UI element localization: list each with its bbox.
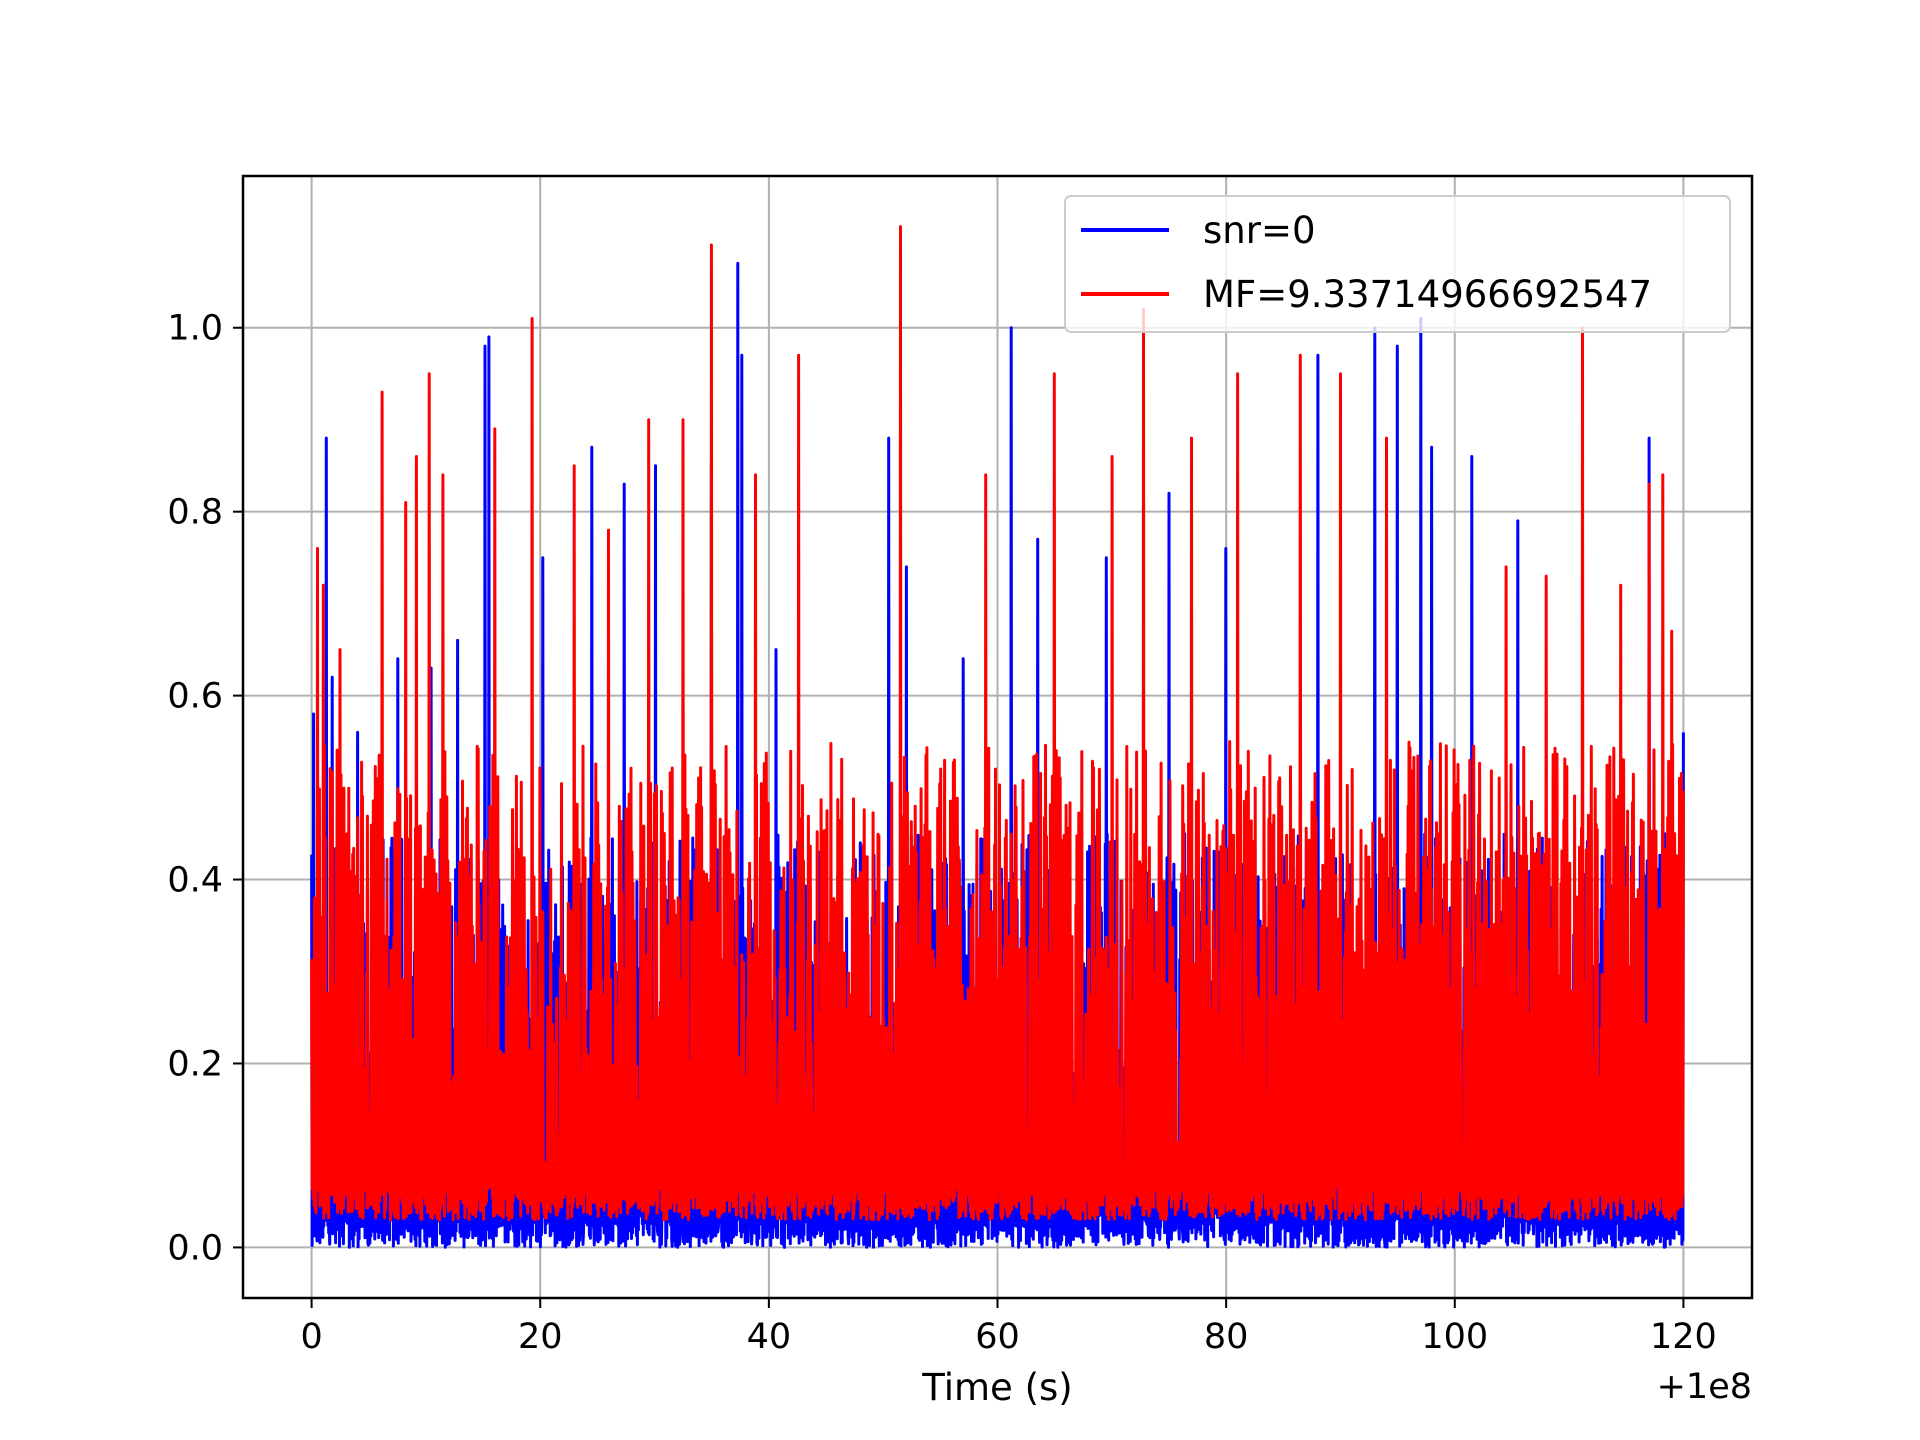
x-tick-label-1: 20 — [518, 1317, 563, 1357]
x-tick-label-5: 100 — [1421, 1317, 1488, 1357]
x-tick-label-6: 120 — [1650, 1317, 1717, 1357]
series-layer — [310, 225, 1685, 1249]
x-tick-label-0: 0 — [300, 1317, 322, 1357]
x-offset-label: +1e8 — [1657, 1367, 1752, 1407]
y-tick-label-4: 0.8 — [167, 493, 223, 533]
legend-label-mf: MF=9.33714966692547 — [1203, 273, 1652, 316]
legend: snr=0 MF=9.33714966692547 — [1064, 195, 1731, 333]
y-tick-label-1: 0.2 — [167, 1044, 223, 1084]
x-axis-label: Time (s) — [921, 1366, 1072, 1409]
series-line-1 — [310, 225, 1685, 1222]
x-tick-label-4: 80 — [1204, 1317, 1249, 1357]
legend-box — [1064, 195, 1731, 333]
y-tick-label-0: 0.0 — [167, 1228, 223, 1268]
x-tick-label-2: 40 — [747, 1317, 792, 1357]
x-axis: 0 20 40 60 80 100 120 — [300, 1298, 1717, 1357]
legend-label-snr: snr=0 — [1203, 209, 1315, 252]
y-tick-label-5: 1.0 — [167, 309, 223, 349]
x-tick-label-3: 60 — [975, 1317, 1020, 1357]
y-tick-label-2: 0.4 — [167, 861, 223, 901]
y-tick-label-3: 0.6 — [167, 677, 223, 717]
y-axis: 0.0 0.2 0.4 0.6 0.8 1.0 — [167, 309, 243, 1268]
